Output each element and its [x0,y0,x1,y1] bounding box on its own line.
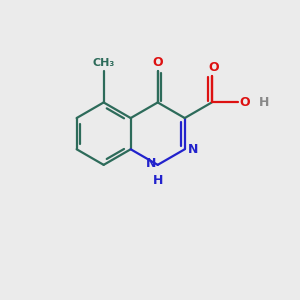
Text: H: H [152,174,163,188]
Text: O: O [239,96,250,109]
Text: H: H [259,96,269,109]
Text: O: O [208,61,219,74]
Text: N: N [188,143,199,156]
Text: O: O [152,56,163,69]
Text: CH₃: CH₃ [92,58,115,68]
Text: N: N [146,157,156,170]
